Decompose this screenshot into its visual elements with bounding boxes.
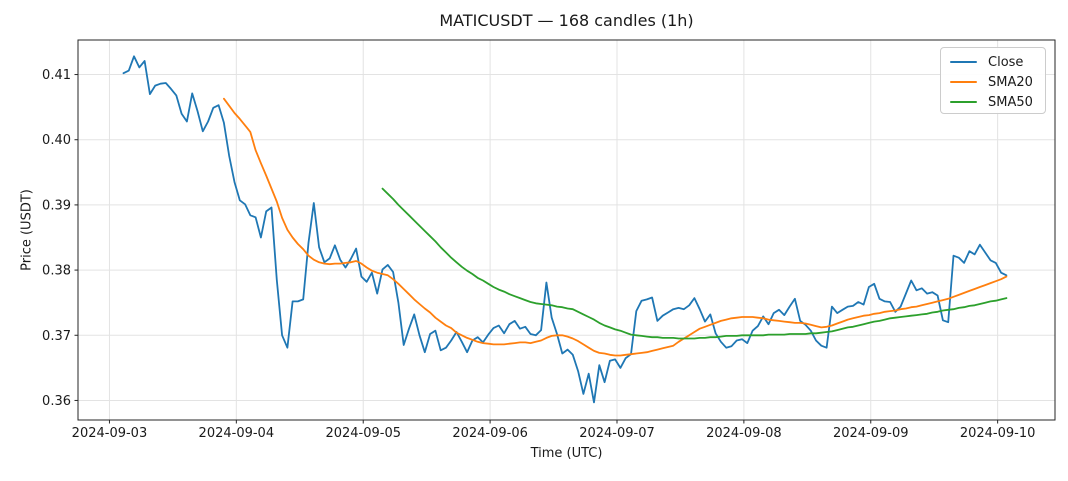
x-tick-label: 2024-09-10 — [960, 426, 1036, 441]
x-tick-label: 2024-09-05 — [325, 426, 401, 441]
ticks: 0.36 0.37 0.38 0.39 0.40 0.41 2024-09-03 2024-0… — [42, 68, 1035, 441]
x-tick-label: 2024-09-04 — [199, 426, 275, 441]
legend-entry-sma50: SMA50 — [950, 92, 1045, 112]
series-line-close — [122, 55, 1008, 404]
y-tick-label: 0.41 — [42, 68, 71, 83]
y-axis-label: Price (USDT) — [19, 189, 35, 271]
y-tick-label: 0.40 — [42, 133, 71, 148]
y-tick-label: 0.39 — [42, 198, 71, 213]
legend-box: Close SMA20 SMA50 — [940, 47, 1046, 114]
legend-label-sma20: SMA20 — [988, 74, 1033, 90]
x-axis-label: Time (UTC) — [530, 446, 603, 461]
x-tick-label: 2024-09-09 — [833, 426, 909, 441]
x-tick-label: 2024-09-06 — [452, 426, 528, 441]
legend-label-sma50: SMA50 — [988, 94, 1033, 110]
legend-swatch-sma50-icon — [950, 101, 977, 103]
gridlines — [78, 40, 1055, 420]
legend-swatch-close-icon — [950, 61, 977, 63]
x-tick-label: 2024-09-03 — [72, 426, 148, 441]
y-tick-label: 0.36 — [42, 394, 71, 409]
y-tick-label: 0.37 — [42, 329, 71, 344]
x-tick-label: 2024-09-07 — [579, 426, 655, 441]
legend-swatch-sma20-icon — [950, 81, 977, 83]
plot-background — [78, 40, 1055, 420]
legend-entry-close: Close — [950, 52, 1045, 72]
series-line-sma50 — [381, 187, 1008, 340]
series-line-sma20 — [222, 97, 1008, 357]
y-tick-label: 0.38 — [42, 264, 71, 279]
chart-title: MATICUSDT — 168 candles (1h) — [439, 11, 694, 30]
legend-label-close: Close — [988, 54, 1024, 70]
axes-frame — [77, 39, 1056, 421]
x-tick-label: 2024-09-08 — [706, 426, 782, 441]
legend-entry-sma20: SMA20 — [950, 72, 1045, 92]
